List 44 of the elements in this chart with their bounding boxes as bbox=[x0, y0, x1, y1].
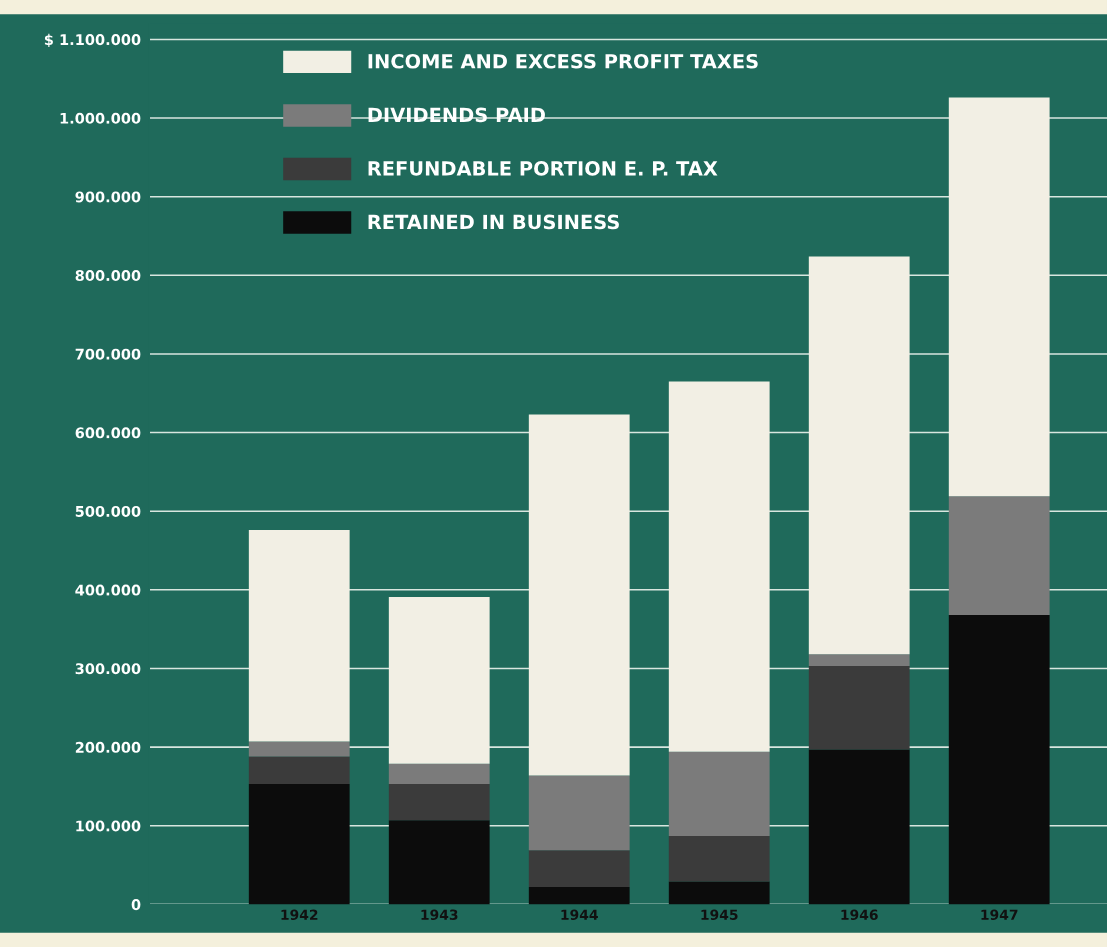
bar bbox=[388, 596, 490, 764]
x-tick-label: 1946 bbox=[841, 909, 878, 920]
bar bbox=[948, 97, 1050, 497]
bar bbox=[388, 763, 490, 785]
bar bbox=[528, 414, 630, 776]
bar bbox=[808, 654, 910, 667]
y-tick-label: 100.000 bbox=[76, 820, 141, 832]
bar bbox=[248, 741, 350, 757]
bar bbox=[528, 775, 630, 851]
bar bbox=[248, 784, 350, 905]
bar bbox=[808, 666, 910, 750]
y-tick-label: 500.000 bbox=[75, 505, 141, 517]
y-tick-label: 800.000 bbox=[75, 270, 141, 282]
y-tick-label: $ 1.100.000 bbox=[44, 33, 141, 48]
bar bbox=[668, 835, 770, 882]
y-tick-label: 600.000 bbox=[75, 427, 141, 439]
legend-label: INCOME AND EXCESS PROFIT TAXES bbox=[368, 53, 758, 69]
bar bbox=[248, 530, 350, 742]
y-tick-label: 900.000 bbox=[75, 191, 141, 203]
bar bbox=[248, 756, 350, 785]
x-tick-label: 1942 bbox=[281, 909, 318, 920]
bar bbox=[528, 850, 630, 888]
legend-label: REFUNDABLE PORTION E. P. TAX bbox=[368, 161, 718, 176]
x-tick-label: 1943 bbox=[421, 909, 458, 920]
y-tick-label: 1.000.000 bbox=[60, 112, 141, 124]
bar bbox=[388, 820, 490, 905]
y-tick-label: 0 bbox=[131, 899, 141, 911]
bar bbox=[948, 615, 1050, 905]
bar bbox=[808, 256, 910, 655]
bar bbox=[668, 751, 770, 836]
bar bbox=[388, 784, 490, 821]
y-tick-label: 300.000 bbox=[75, 663, 141, 675]
x-tick-label: 1947 bbox=[981, 909, 1018, 920]
bar bbox=[528, 887, 630, 905]
x-tick-label: 1944 bbox=[561, 909, 598, 920]
bar bbox=[808, 749, 910, 905]
bar bbox=[668, 381, 770, 752]
bar bbox=[668, 881, 770, 905]
y-tick-label: 700.000 bbox=[75, 348, 141, 360]
bar bbox=[948, 496, 1050, 616]
x-tick-label: 1945 bbox=[701, 909, 738, 920]
y-tick-label: 200.000 bbox=[75, 741, 141, 753]
legend-label: RETAINED IN BUSINESS bbox=[368, 214, 619, 230]
y-tick-label: 400.000 bbox=[75, 584, 141, 596]
